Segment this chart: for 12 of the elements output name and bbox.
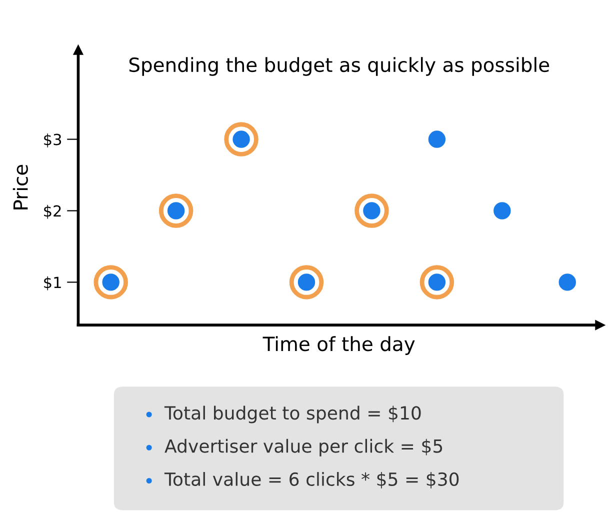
text: Advertiser value per click = $5	[164, 438, 442, 456]
text: Total budget to spend = $10	[164, 406, 421, 424]
y-axis-title: Price	[12, 164, 28, 210]
y-tick-label: $2	[44, 204, 61, 219]
point	[558, 274, 576, 291]
point	[428, 130, 446, 148]
x-axis-title: Time of the day	[262, 336, 415, 355]
y-tick-label: $1	[44, 276, 61, 290]
point	[494, 202, 511, 220]
y-tick-label: $3	[44, 133, 62, 148]
text: Total value = 6 clicks * $5 = $30	[164, 472, 459, 488]
chart-title: Spending the budget as quickly as possible	[129, 57, 550, 76]
